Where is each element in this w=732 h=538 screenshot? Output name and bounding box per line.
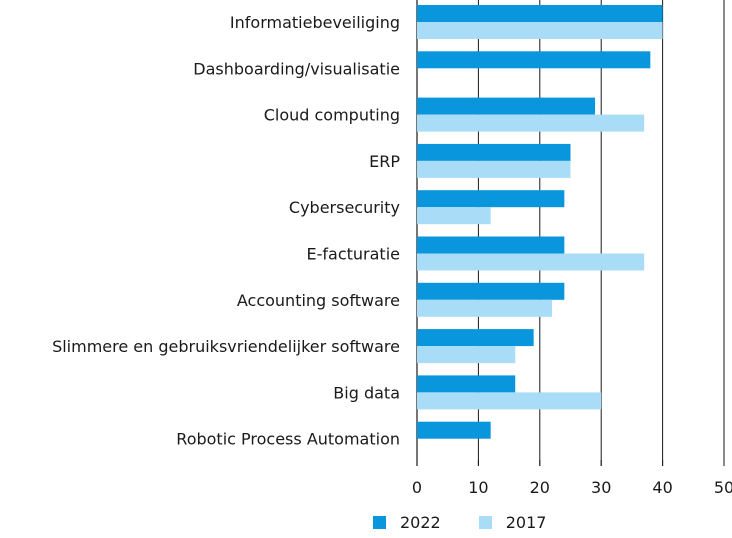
bar-2017-7: [417, 346, 516, 364]
category-label-4: Cybersecurity: [289, 198, 400, 217]
legend-swatch-2017: [478, 516, 492, 529]
bar-2022-9: [417, 421, 491, 439]
legend-item-2017: 2017: [478, 513, 547, 532]
legend: 2022 2017: [373, 513, 584, 532]
bar-2022-5: [417, 236, 565, 254]
legend-label-2022: 2022: [400, 513, 441, 532]
x-axis-ticks: 0 10 20 30 40 50: [412, 460, 732, 497]
category-label-9: Robotic Process Automation: [176, 430, 400, 449]
bar-2017-4: [417, 207, 491, 225]
bar-2017-5: [417, 253, 645, 271]
bar-2017-0: [417, 22, 663, 39]
legend-label-2017: 2017: [505, 513, 547, 532]
bar-2022-7: [417, 329, 534, 347]
x-tick-label-40: 40: [652, 478, 672, 497]
category-label-0: Informatiebeveiliging: [230, 13, 400, 32]
x-tick-label-10: 10: [468, 478, 488, 497]
bar-2017-3: [417, 160, 571, 178]
legend-item-2022: 2022: [373, 513, 441, 532]
x-tick-label-50: 50: [714, 478, 732, 497]
category-label-3: ERP: [369, 152, 400, 171]
bar-2022-2: [417, 97, 596, 115]
bars: [417, 5, 663, 439]
legend-swatch-2022: [373, 516, 386, 529]
bar-2022-6: [417, 282, 565, 300]
category-label-1: Dashboarding/visualisatie: [193, 59, 400, 78]
category-label-7: Slimmere en gebruiksvriendelijker softwa…: [52, 337, 400, 356]
category-label-6: Accounting software: [237, 291, 400, 310]
bar-2022-8: [417, 375, 516, 393]
category-label-2: Cloud computing: [264, 106, 400, 125]
bar-2017-8: [417, 392, 602, 410]
category-label-8: Big data: [333, 383, 400, 402]
bar-2022-0: [417, 5, 663, 22]
bar-2022-1: [417, 51, 651, 69]
x-tick-label-30: 30: [591, 478, 611, 497]
x-tick-label-20: 20: [530, 478, 550, 497]
bar-2017-2: [417, 114, 645, 132]
bar-2017-6: [417, 299, 553, 317]
x-tick-label-0: 0: [412, 478, 422, 497]
bar-2022-3: [417, 143, 571, 161]
category-label-5: E-facturatie: [307, 245, 400, 264]
category-labels: Informatiebeveiliging Dashboarding/visual…: [52, 13, 400, 449]
bar-2022-4: [417, 190, 565, 208]
